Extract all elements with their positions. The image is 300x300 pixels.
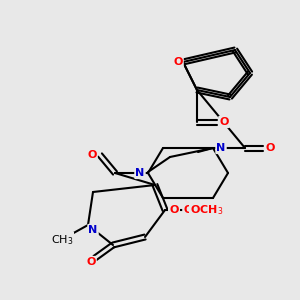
Text: N: N: [88, 225, 98, 235]
Text: O: O: [169, 205, 179, 215]
Text: O: O: [265, 143, 275, 153]
Text: CH$_3$: CH$_3$: [51, 233, 73, 247]
Text: O: O: [183, 205, 193, 215]
Text: N: N: [216, 143, 226, 153]
Text: O: O: [219, 117, 229, 127]
Text: O: O: [86, 257, 96, 267]
Text: OCH$_3$: OCH$_3$: [190, 203, 223, 217]
Text: O: O: [87, 150, 97, 160]
Text: O: O: [173, 57, 183, 67]
Text: N: N: [135, 168, 145, 178]
